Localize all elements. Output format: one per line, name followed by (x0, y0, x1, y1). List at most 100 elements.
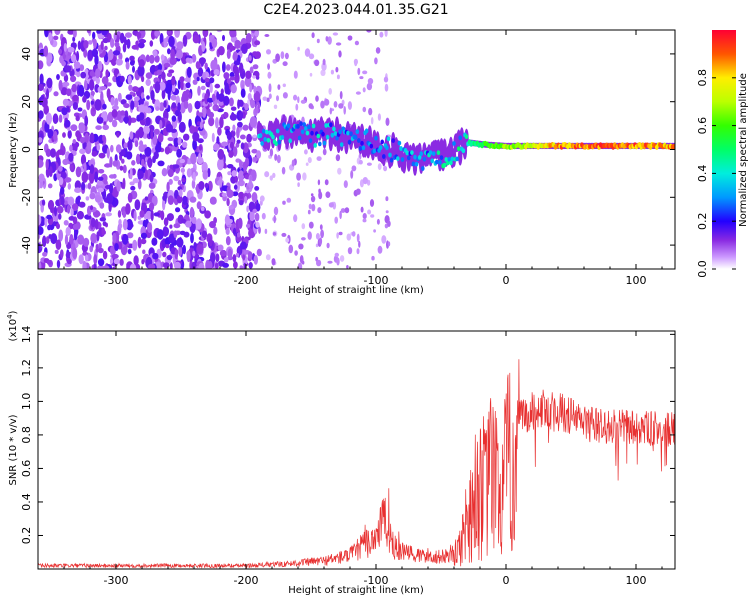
noise-speckle (251, 192, 258, 203)
noise-speckle (330, 69, 334, 75)
noise-speckle (167, 195, 174, 206)
y-tick-label: 40 (20, 47, 33, 61)
noise-speckle (199, 121, 203, 130)
ridge-point (355, 129, 360, 135)
noise-speckle (253, 85, 257, 94)
noise-speckle (200, 85, 206, 91)
noise-speckle (45, 158, 49, 170)
noise-speckle (145, 72, 153, 79)
noise-speckle (201, 230, 208, 239)
noise-speckle (228, 97, 234, 107)
noise-speckle (167, 168, 174, 178)
noise-speckle (165, 244, 170, 249)
noise-speckle (307, 209, 311, 215)
noise-speckle (77, 195, 81, 201)
noise-speckle (236, 126, 240, 139)
noise-speckle (50, 148, 56, 158)
noise-speckle (351, 231, 356, 237)
ridge-point (288, 138, 293, 144)
noise-speckle (167, 30, 171, 35)
ridge-point (400, 157, 405, 162)
noise-speckle (185, 57, 191, 63)
noise-speckle (222, 61, 226, 73)
noise-speckle (38, 226, 44, 235)
noise-speckle (91, 150, 98, 157)
noise-speckle (60, 186, 65, 195)
noise-speckle (60, 249, 64, 258)
noise-speckle (183, 100, 189, 110)
noise-speckle (367, 78, 374, 85)
noise-speckle (171, 75, 176, 86)
noise-speckle (362, 87, 366, 93)
noise-speckle (217, 126, 222, 136)
ridge-point (258, 133, 263, 138)
noise-speckle (232, 124, 236, 132)
noise-speckle (194, 100, 201, 110)
noise-speckle (112, 173, 117, 179)
noise-speckle (281, 232, 287, 237)
noise-speckle (129, 181, 135, 186)
noise-speckle (64, 177, 72, 183)
noise-speckle (111, 253, 119, 259)
noise-speckle (58, 48, 63, 55)
spectrogram-frame (37, 29, 676, 270)
noise-speckle (99, 202, 105, 209)
noise-speckle (89, 192, 96, 200)
noise-speckle (62, 81, 70, 87)
ridge-point (299, 121, 303, 127)
noise-speckle (188, 92, 192, 99)
noise-speckle (168, 35, 175, 48)
ridge-point (461, 148, 466, 154)
noise-speckle (56, 259, 61, 269)
noise-speckle (362, 177, 368, 185)
noise-speckle (178, 121, 186, 133)
noise-speckle (226, 164, 234, 169)
noise-speckle (225, 64, 231, 71)
ridge-point (310, 130, 314, 136)
noise-speckle (211, 93, 216, 102)
noise-speckle (171, 115, 177, 122)
noise-speckle (62, 132, 66, 138)
noise-speckle (140, 238, 147, 245)
noise-speckle (197, 156, 204, 165)
noise-speckle (321, 62, 327, 71)
noise-speckle (293, 214, 298, 223)
noise-speckle (102, 265, 110, 269)
noise-speckle (87, 40, 93, 45)
noise-speckle (181, 177, 186, 183)
noise-speckle (190, 232, 194, 244)
noise-speckle (44, 30, 49, 38)
noise-speckle (132, 65, 135, 73)
noise-speckle (252, 64, 259, 70)
ridge-point (274, 141, 279, 147)
noise-speckle (77, 234, 85, 245)
noise-speckle (381, 235, 387, 244)
noise-speckle (149, 174, 154, 183)
noise-speckle (202, 170, 209, 180)
noise-speckle (123, 116, 129, 123)
noise-speckle (256, 150, 262, 159)
noise-speckle (181, 218, 187, 224)
noise-speckle (370, 214, 375, 218)
noise-speckle (387, 220, 391, 227)
noise-speckle (319, 237, 323, 246)
noise-speckle (75, 166, 82, 178)
noise-speckle (79, 64, 85, 72)
noise-speckle (54, 205, 57, 217)
noise-speckle (229, 76, 235, 81)
noise-speckle (204, 77, 210, 83)
y-tick-label: -40 (20, 236, 33, 254)
noise-speckle (176, 237, 184, 248)
noise-speckle (208, 116, 215, 127)
noise-speckle (229, 45, 236, 51)
noise-speckle (160, 71, 166, 80)
noise-speckle (68, 152, 74, 162)
y-tick-label: 0 (20, 146, 33, 153)
noise-speckle (102, 37, 109, 44)
noise-speckle (308, 53, 315, 60)
noise-speckle (209, 237, 213, 247)
noise-speckle (346, 265, 349, 269)
noise-speckle (334, 216, 339, 224)
noise-speckle (123, 103, 130, 109)
noise-speckle (45, 236, 50, 244)
